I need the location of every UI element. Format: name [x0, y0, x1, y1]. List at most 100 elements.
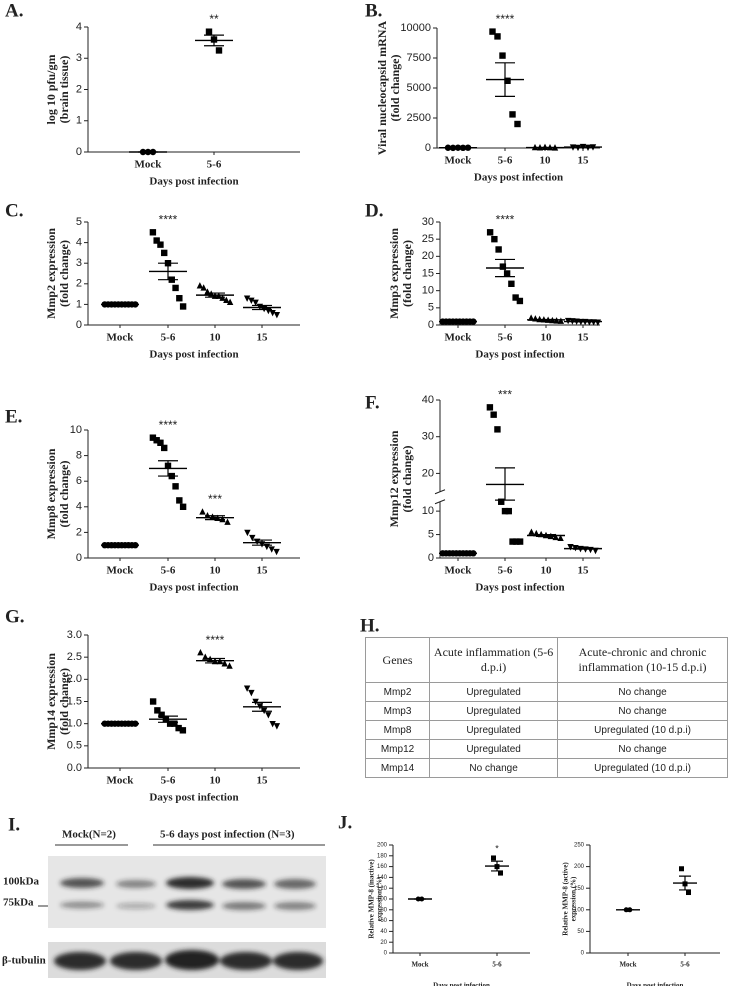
y-axis-label: (fold change)	[57, 461, 71, 528]
y-tick-label: 60	[380, 918, 387, 924]
data-point	[509, 538, 516, 545]
data-point	[172, 483, 179, 490]
y-tick-label: 2500	[407, 112, 431, 124]
y-axis-label: Mmp3 expression	[387, 228, 401, 319]
data-point	[489, 28, 496, 35]
data-point	[491, 855, 496, 861]
y-tick-label: 40	[380, 929, 387, 935]
y-axis-label: Mmp8 expression	[44, 448, 58, 539]
table-header-row: Genes Acute inflammation (5-6 d.p.i) Acute…	[364, 637, 728, 683]
data-point	[495, 246, 502, 253]
x-tick-label: 15	[257, 565, 269, 577]
y-tick-label: 3.0	[67, 629, 82, 641]
data-point	[179, 503, 187, 510]
y-tick-label: 120	[377, 886, 388, 892]
data-point	[567, 544, 574, 551]
x-axis-label: Days post infection	[433, 982, 490, 986]
y-tick-label: 3	[76, 52, 82, 64]
data-point	[265, 712, 272, 719]
table-cell: No change	[429, 758, 559, 778]
panel: B. 0 2500 5000 7500 10000 Viral nucleocapsid m…	[365, 0, 602, 184]
data-point	[153, 437, 160, 444]
y-tick-label: 6	[76, 475, 82, 487]
error-bar	[491, 860, 503, 872]
x-axis-label: Days post infection	[149, 792, 238, 804]
error-bar	[205, 292, 225, 298]
y-tick-label: 200	[377, 843, 388, 849]
x-tick-label: Mock	[107, 565, 135, 577]
error-bar	[205, 657, 225, 664]
blot-membrane	[48, 856, 326, 928]
y-tick-label: 160	[377, 864, 388, 870]
data-point	[505, 507, 512, 515]
data-point	[205, 28, 213, 35]
y-tick-label: 10	[422, 285, 434, 297]
y-axis-label: Mmp2 expression	[44, 228, 58, 319]
group-label: Mock(N=2)	[62, 829, 116, 841]
data-point	[226, 298, 234, 306]
y-tick-label: 140	[377, 875, 388, 881]
y-tick-label: 100	[377, 897, 388, 903]
x-tick-label: Mock	[107, 332, 135, 344]
data-point	[273, 723, 281, 730]
y-tick-label: 30	[422, 216, 434, 228]
data-point	[161, 444, 168, 452]
y-axis-label: Relative MMP-8 (active)	[562, 862, 570, 936]
table-cell: Upregulated	[429, 682, 559, 702]
table-cell: Upregulated (10 d.p.i)	[557, 720, 728, 740]
panel-label: A.	[5, 0, 23, 21]
y-tick-label: 200	[574, 864, 585, 870]
data-point	[486, 229, 494, 236]
table-cell: Mmp8	[364, 720, 431, 740]
error-bar	[679, 875, 691, 891]
data-point	[243, 685, 251, 692]
y-axis-label: (fold change)	[57, 240, 71, 307]
data-point	[273, 548, 280, 556]
y-tick-label: 1.0	[67, 718, 82, 730]
x-tick-label: 10	[210, 332, 222, 344]
y-tick-label: 2.0	[67, 673, 82, 685]
data-point	[223, 296, 230, 303]
data-point	[161, 249, 168, 257]
data-point	[679, 866, 684, 872]
y-tick-label: 10	[422, 505, 434, 517]
y-tick-label: 2	[76, 83, 82, 95]
data-point	[516, 297, 524, 305]
x-tick-label: Mock	[445, 565, 473, 577]
x-tick-label: Mock	[445, 155, 473, 167]
data-point	[508, 280, 515, 287]
y-tick-label: 3	[76, 257, 82, 269]
data-point	[153, 237, 160, 244]
error-bar	[158, 715, 178, 723]
x-tick-label: 5-6	[498, 155, 513, 167]
y-axis-label: log 10 pfu/gm	[44, 54, 58, 124]
data-point	[248, 297, 255, 304]
panel-label: H.	[360, 615, 380, 636]
data-point	[269, 309, 276, 317]
y-tick-label: 10000	[400, 22, 431, 34]
x-tick-label: 15	[257, 775, 269, 787]
data-point	[512, 294, 519, 301]
data-point	[501, 507, 509, 515]
data-point	[248, 689, 255, 697]
axis-break	[434, 489, 446, 495]
x-tick-label: 5-6	[498, 565, 513, 577]
significance: ***	[208, 492, 222, 506]
data-point	[499, 52, 506, 59]
table-row: Mmp3 Upregulated No change	[364, 701, 728, 721]
table-cell: Mmp2	[364, 682, 431, 702]
table-row: Mmp2 Upregulated No change	[364, 682, 728, 702]
panel-label: G.	[5, 606, 25, 627]
y-tick-label: 7500	[407, 52, 431, 64]
error-bar	[495, 62, 515, 97]
error-bar	[495, 467, 515, 501]
y-tick-label: 50	[577, 929, 584, 935]
panel-label: I.	[8, 814, 20, 835]
significance: **	[209, 12, 219, 26]
x-tick-label: 15	[578, 565, 590, 577]
table-cell: No change	[557, 701, 728, 721]
panel-label: D.	[365, 200, 383, 221]
data-point	[171, 720, 178, 727]
table-cell: Mmp12	[364, 739, 431, 759]
